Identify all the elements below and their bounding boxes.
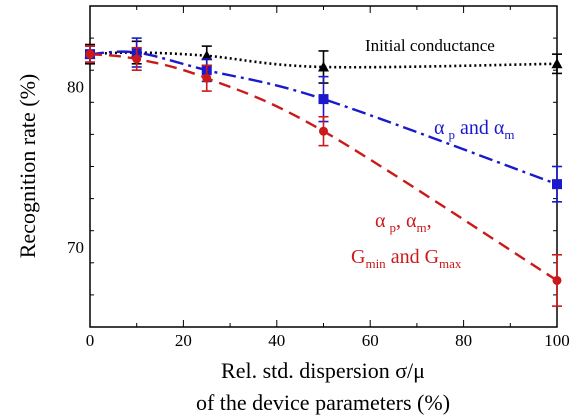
x-tick-label: 100 — [544, 331, 570, 350]
x-axis-title-line2: of the device parameters (%) — [196, 390, 450, 415]
x-tick-label: 60 — [362, 331, 379, 350]
data-point — [202, 73, 212, 83]
data-point — [318, 61, 329, 72]
series-line — [89, 50, 558, 186]
data-point — [132, 54, 142, 64]
data-point — [201, 50, 213, 61]
annotation-red-line1: α p, αm, — [375, 210, 432, 235]
x-axis-title-line1: Rel. std. dispersion σ/μ — [221, 358, 425, 383]
data-point — [552, 275, 562, 285]
x-tick-label: 20 — [175, 331, 192, 350]
annotation-initial-conductance: Initial conductance — [365, 36, 495, 55]
series-line — [89, 51, 558, 69]
x-tick-label: 80 — [455, 331, 472, 350]
x-tick-label: 40 — [268, 331, 285, 350]
annotation-red-line2: Gmin and Gmax — [351, 246, 462, 271]
y-axis-title: Recognition rate (%) — [15, 74, 40, 259]
x-tick-label: 0 — [86, 331, 95, 350]
y-tick-label: 70 — [67, 238, 84, 257]
data-point — [551, 58, 563, 69]
series-layer — [84, 37, 563, 307]
axes: 0 20 40 60 80 100 70 80 — [67, 5, 570, 350]
data-point — [319, 126, 328, 136]
data-point — [318, 94, 329, 105]
data-point — [85, 49, 95, 59]
data-point — [552, 179, 562, 190]
series-circle — [85, 45, 562, 307]
y-tick-label: 80 — [67, 77, 84, 96]
